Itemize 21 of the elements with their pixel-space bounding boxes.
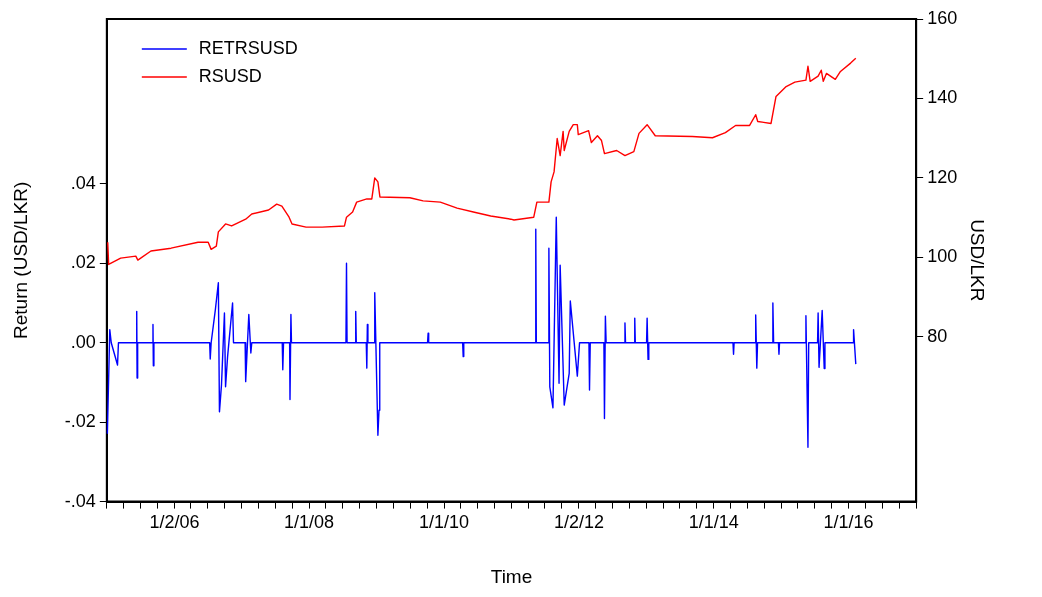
x-tick-label: 1/1/08 — [283, 512, 335, 533]
y-tick-label: .00 — [70, 331, 96, 352]
y2-tick-label: 100 — [927, 246, 958, 267]
legend-label: RSUSD — [198, 65, 262, 86]
x-tick-label: 1/1/10 — [418, 512, 470, 533]
y2-axis-title: USD/LKR — [967, 219, 989, 302]
y-tick-label: .04 — [70, 172, 96, 193]
x-tick-label: 1/1/14 — [688, 512, 739, 533]
y2-tick-label: 80 — [927, 325, 948, 346]
y-tick-label: .02 — [70, 252, 96, 273]
y-tick-label: -.04 — [64, 490, 96, 511]
y2-tick-label: 140 — [927, 87, 958, 108]
y2-tick-label: 160 — [927, 7, 958, 28]
legend-label: RETRSUSD — [198, 37, 298, 58]
x-axis-title: Time — [490, 565, 533, 587]
y-axis-title: Return (USD/LKR) — [9, 181, 31, 339]
x-tick-label: 1/2/06 — [149, 512, 200, 533]
x-tick-label: 1/1/16 — [823, 512, 874, 533]
y2-tick-label: 120 — [927, 166, 958, 187]
y-tick-label: -.02 — [64, 411, 96, 432]
x-tick-label: 1/2/12 — [553, 512, 605, 533]
